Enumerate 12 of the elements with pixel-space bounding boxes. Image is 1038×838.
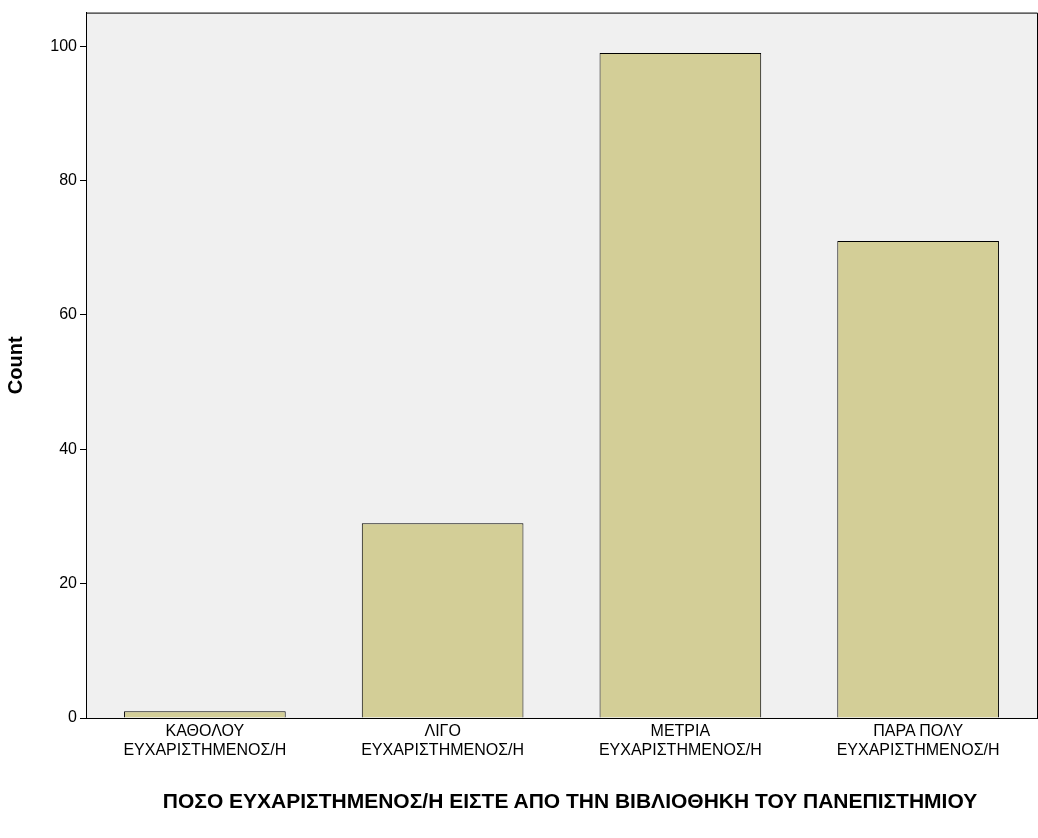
x-tick-label: ΚΑΘΟΛΟΥ ΕΥΧΑΡΙΣΤΗΜΕΝΟΣ/Η [123,722,287,759]
y-tick-label: 80 [59,170,78,188]
y-tick-label: 20 [59,574,78,592]
y-tick-label: 60 [59,305,78,323]
x-tick-label: ΜΕΤΡΙΑ ΕΥΧΑΡΙΣΤΗΜΕΝΟΣ/Η [598,722,762,759]
y-tick-label: 100 [50,36,78,54]
x-tick-label: ΛΙΓΟ ΕΥΧΑΡΙΣΤΗΜΕΝΟΣ/Η [361,722,525,759]
x-axis-title: ΠΟΣΟ ΕΥΧΑΡΙΣΤΗΜΕΝΟΣ/Η ΕΙΣΤΕ ΑΠΟ ΤΗΝ ΒΙΒΛΙΟΘΗΚΗ ΤΟΥ ΠΑΝΕΠΙΣΤΗΜΙΟΥ [161,789,979,812]
y-axis-title: Count [3,336,26,395]
x-tick-label: ΠΑΡΑ ΠΟΛΥ ΕΥΧΑΡΙΣΤΗΜΕΝΟΣ/Η [836,722,1000,759]
y-tick-label: 40 [59,439,78,457]
y-tick-label: 0 [68,708,78,726]
